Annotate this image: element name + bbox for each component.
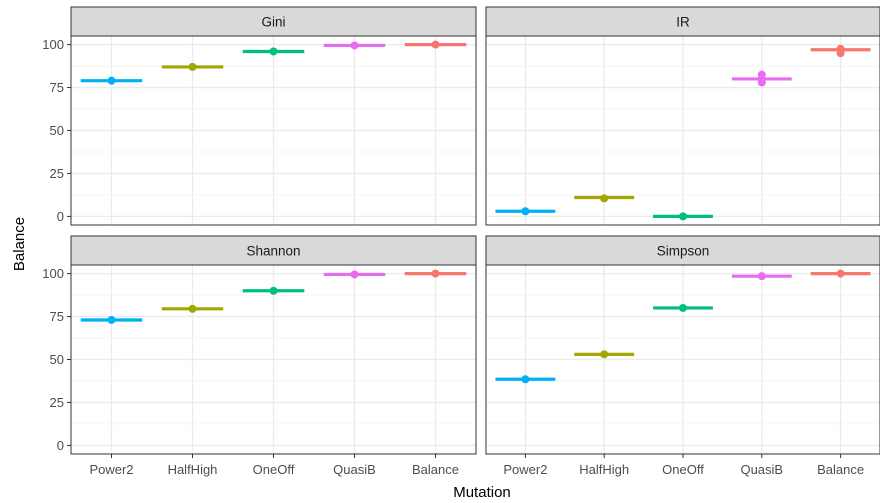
y-tick-label: 100 — [42, 37, 64, 52]
strip-background — [485, 235, 880, 266]
y-tick-label: 50 — [50, 123, 64, 138]
x-axis-title: Mutation — [453, 484, 511, 501]
x-axis-col-2: Power2 HalfHigh OneOff QuasiB Balance — [503, 454, 864, 477]
y-tick-label: 25 — [50, 395, 64, 410]
y-tick-label: 25 — [50, 166, 64, 181]
panel-shannon: Shannon — [70, 235, 477, 455]
data-point-oneoff — [679, 212, 687, 221]
panel-simpson: Simpson — [485, 235, 880, 455]
data-point-power2 — [107, 76, 116, 85]
x-tick-label: OneOff — [662, 462, 704, 477]
strip-background — [70, 235, 477, 266]
data-point-balance — [836, 44, 845, 53]
x-axis-col-1: Power2 HalfHigh OneOff QuasiB Balance — [89, 454, 459, 477]
panels-layer: Gini IR Shannon Simpson — [70, 6, 880, 455]
y-axis-row-2: 0 25 50 75 100 — [42, 266, 71, 453]
y-tick-label: 0 — [57, 209, 64, 224]
y-axis-row-1: 0 25 50 75 100 — [42, 37, 71, 224]
x-tick-label: Power2 — [503, 462, 547, 477]
data-point-balance — [431, 40, 440, 49]
x-tick-label: Balance — [412, 462, 459, 477]
x-tick-label: OneOff — [253, 462, 295, 477]
data-point-halfhigh — [188, 304, 197, 313]
data-point-quasib — [350, 41, 359, 50]
x-tick-label: QuasiB — [740, 462, 783, 477]
x-axis-layer: Power2 HalfHigh OneOff QuasiB Balance Power2 H… — [89, 454, 864, 477]
data-point-quasib — [350, 270, 359, 279]
y-tick-label: 75 — [50, 309, 64, 324]
y-axis-layer: 0 25 50 75 100 0 25 50 75 100 — [42, 37, 71, 453]
data-point-quasib — [757, 272, 766, 281]
x-tick-label: Power2 — [89, 462, 133, 477]
data-point-balance — [836, 269, 845, 278]
panel-gini: Gini — [70, 6, 477, 226]
x-tick-label: QuasiB — [333, 462, 376, 477]
strip-label: Gini — [261, 15, 285, 30]
y-tick-label: 100 — [42, 266, 64, 281]
strip-background — [485, 6, 880, 37]
data-point-quasib — [757, 70, 766, 79]
data-point-halfhigh — [600, 194, 609, 203]
data-point-power2 — [521, 207, 530, 216]
data-point-oneoff — [679, 303, 687, 312]
data-point-power2 — [521, 375, 530, 384]
strip-label: IR — [676, 15, 690, 30]
data-point-oneoff — [269, 286, 278, 295]
data-point-power2 — [107, 315, 116, 324]
x-tick-label: HalfHigh — [579, 462, 629, 477]
strip-label: Simpson — [657, 244, 710, 259]
y-axis-title: Balance — [11, 217, 28, 271]
y-tick-label: 75 — [50, 80, 64, 95]
strip-background — [70, 6, 477, 37]
x-tick-label: HalfHigh — [168, 462, 218, 477]
y-tick-label: 0 — [57, 438, 64, 453]
data-point-balance — [431, 269, 440, 278]
strip-label: Shannon — [246, 244, 300, 259]
y-tick-label: 50 — [50, 352, 64, 367]
x-tick-label: Balance — [817, 462, 864, 477]
data-point-halfhigh — [188, 62, 197, 71]
panel-ir: IR — [485, 6, 880, 226]
data-point-halfhigh — [600, 350, 609, 359]
data-point-oneoff — [269, 47, 278, 56]
